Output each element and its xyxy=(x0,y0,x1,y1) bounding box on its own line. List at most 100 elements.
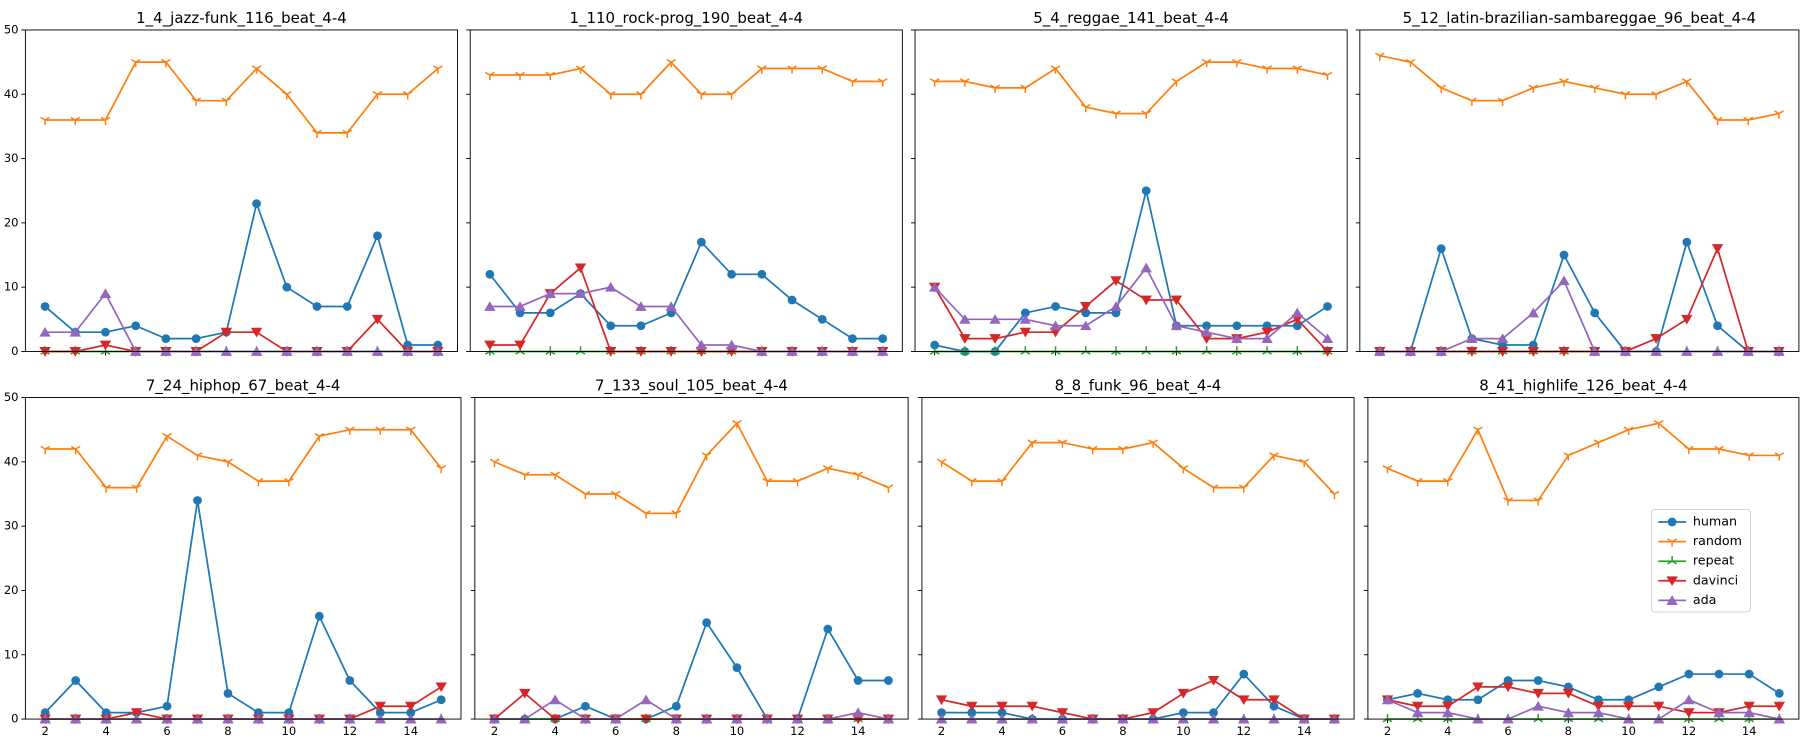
marker xyxy=(1261,327,1273,338)
subplot-title: 1_4_jazz-funk_116_beat_4-4 xyxy=(136,9,347,28)
series-line xyxy=(494,421,889,515)
marker xyxy=(161,58,171,68)
marker xyxy=(1473,426,1483,435)
marker xyxy=(575,65,586,74)
marker xyxy=(935,695,948,706)
marker xyxy=(1140,262,1152,273)
x-tick-label: 10 xyxy=(282,724,297,738)
marker xyxy=(1141,346,1152,355)
legend-label: ada xyxy=(1693,592,1717,607)
marker xyxy=(1713,707,1725,718)
x-tick-label: 14 xyxy=(403,724,418,738)
marker xyxy=(1436,84,1447,94)
marker xyxy=(1653,701,1665,712)
subplot: 7_133_soul_105_beat_4-4 2 4 6 8 10 12 14 xyxy=(470,377,909,738)
subplot-title: 8_8_funk_96_beat_4-4 xyxy=(1055,377,1222,396)
marker xyxy=(1323,302,1332,311)
x-tick-label: 4 xyxy=(1444,724,1451,738)
marker xyxy=(191,334,201,343)
marker xyxy=(1473,695,1483,705)
marker xyxy=(883,484,894,493)
x-tick-label: 12 xyxy=(1682,724,1697,738)
marker xyxy=(937,708,946,718)
marker xyxy=(40,302,50,311)
marker xyxy=(884,676,893,685)
x-tick-label: 2 xyxy=(1384,724,1391,738)
marker xyxy=(959,314,971,324)
marker xyxy=(581,701,590,711)
marker xyxy=(787,65,797,74)
marker xyxy=(1170,320,1183,331)
marker xyxy=(1411,701,1424,712)
marker xyxy=(641,510,651,519)
marker xyxy=(1262,346,1272,355)
marker xyxy=(1592,701,1605,712)
marker xyxy=(928,281,941,292)
subplot: 1_4_jazz-funk_116_beat_4-4 0 10 20 30 40 50 xyxy=(4,9,458,358)
marker xyxy=(1178,465,1189,474)
legend-label: davinci xyxy=(1693,572,1738,587)
marker xyxy=(250,327,263,338)
x-tick-label: 6 xyxy=(1504,724,1511,738)
marker xyxy=(161,334,171,343)
marker xyxy=(405,701,417,712)
marker xyxy=(221,97,232,106)
y-tick-label: 30 xyxy=(4,151,19,165)
plot-frame xyxy=(24,397,462,720)
marker xyxy=(757,269,767,279)
marker xyxy=(1027,439,1038,448)
marker xyxy=(1563,452,1574,461)
marker xyxy=(848,334,857,343)
marker xyxy=(1056,708,1069,718)
x-tick-label: 12 xyxy=(790,724,805,738)
marker xyxy=(433,65,443,74)
marker xyxy=(485,269,495,279)
marker xyxy=(997,708,1007,718)
marker xyxy=(1292,321,1302,331)
marker xyxy=(1773,701,1785,712)
x-tick-label: 14 xyxy=(1742,724,1757,738)
marker xyxy=(1087,445,1098,455)
series-line xyxy=(934,190,1328,353)
marker xyxy=(545,71,556,81)
plot-frame xyxy=(914,29,1348,352)
marker xyxy=(484,301,496,311)
marker xyxy=(1080,320,1092,331)
marker xyxy=(966,701,978,712)
x-tick-label: 10 xyxy=(730,724,745,738)
x-tick-label: 4 xyxy=(102,724,109,738)
marker xyxy=(70,445,81,455)
plot-frame xyxy=(1367,397,1800,720)
legend-marker xyxy=(1667,517,1677,527)
marker xyxy=(605,281,617,292)
marker xyxy=(342,302,352,311)
marker xyxy=(671,510,682,519)
marker xyxy=(402,91,413,100)
marker xyxy=(697,237,706,247)
marker xyxy=(252,199,261,208)
subplot: 8_41_highlife_126_beat_4-4 2 4 6 8 10 12 14 huma… xyxy=(1363,377,1800,738)
marker xyxy=(756,65,767,74)
marker xyxy=(1292,65,1303,74)
series-line xyxy=(44,200,438,346)
marker xyxy=(1148,439,1159,448)
legend: human random repeat davinci ada xyxy=(1650,508,1751,613)
marker xyxy=(1683,445,1694,455)
legend-marker xyxy=(1666,576,1678,587)
marker xyxy=(1562,707,1575,718)
marker xyxy=(312,129,322,139)
x-tick-label: 14 xyxy=(1297,724,1312,738)
marker xyxy=(702,618,711,627)
marker xyxy=(847,78,858,87)
series-line xyxy=(934,61,1328,115)
marker xyxy=(373,231,382,241)
x-tick-label: 6 xyxy=(163,724,170,738)
marker xyxy=(1442,707,1454,718)
marker xyxy=(726,91,737,100)
marker xyxy=(1020,308,1030,318)
marker xyxy=(1238,695,1250,706)
marker xyxy=(1532,688,1544,699)
marker xyxy=(580,490,591,500)
y-tick-label: 40 xyxy=(4,87,19,101)
marker xyxy=(435,682,447,693)
